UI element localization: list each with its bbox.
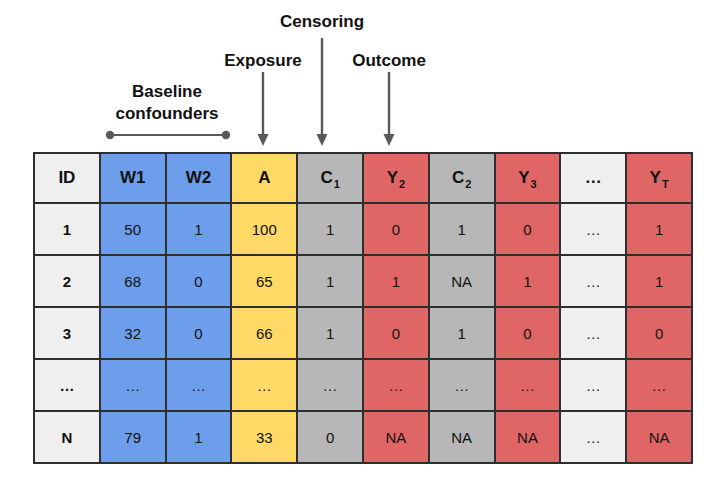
table-cell-A: … (231, 359, 297, 411)
table-cell-Y3: 0 (495, 203, 561, 255)
table-cell-C2: NA (429, 255, 495, 307)
diagram-canvas: Censoring Exposure Outcome Baseline conf… (0, 0, 724, 485)
table-cell-A: 65 (231, 255, 297, 307)
table-cell-dots: … (560, 255, 626, 307)
censoring-label: Censoring (242, 11, 402, 33)
column-header-label: Y (518, 168, 529, 187)
table-cell-ID: … (34, 359, 100, 411)
column-header-subscript: 3 (531, 178, 537, 190)
column-header-subscript: 2 (465, 178, 471, 190)
table-cell-Y2: 0 (363, 307, 429, 359)
table-header-row: IDW1W2AC1Y2C2Y3…YT (34, 153, 692, 203)
column-header-W1: W1 (100, 153, 166, 203)
outcome-down-arrow-icon (383, 72, 395, 146)
table-cell-W1: 32 (100, 307, 166, 359)
table-row: 3320661010…0 (34, 307, 692, 359)
table-cell-C2: NA (429, 411, 495, 463)
table-cell-YT: 1 (626, 255, 692, 307)
column-header-C2: C2 (429, 153, 495, 203)
column-header-subscript: T (662, 178, 669, 190)
column-header-label: ID (58, 168, 75, 187)
table-cell-dots: … (560, 359, 626, 411)
column-header-C1: C1 (297, 153, 363, 203)
table-cell-C1: 1 (297, 203, 363, 255)
table-cell-C2: 1 (429, 203, 495, 255)
table-cell-Y2: … (363, 359, 429, 411)
column-header-Y3: Y3 (495, 153, 561, 203)
table-cell-C1: 1 (297, 307, 363, 359)
column-header-label: Y (650, 168, 661, 187)
table-cell-dots: … (560, 307, 626, 359)
column-header-label: … (585, 168, 602, 187)
table-cell-C1: … (297, 359, 363, 411)
table-cell-W2: 1 (166, 411, 232, 463)
column-header-YT: YT (626, 153, 692, 203)
column-header-Y2: Y2 (363, 153, 429, 203)
censoring-down-arrow-icon (316, 38, 328, 146)
table-cell-A: 100 (231, 203, 297, 255)
table-cell-Y3: 1 (495, 255, 561, 307)
table-cell-W2: 1 (166, 203, 232, 255)
table-cell-A: 33 (231, 411, 297, 463)
table-row: 15011001010…1 (34, 203, 692, 255)
baseline-confounders-label: Baseline confounders (87, 81, 247, 125)
exposure-down-arrow-icon (257, 72, 269, 146)
table-cell-dots: … (560, 203, 626, 255)
column-header-label: A (258, 168, 270, 187)
table-cell-W1: 50 (100, 203, 166, 255)
column-header-dots: … (560, 153, 626, 203)
baseline-confounders-span-line-icon (104, 129, 232, 141)
table-cell-YT: 1 (626, 203, 692, 255)
table-cell-ID: 2 (34, 255, 100, 307)
column-header-W2: W2 (166, 153, 232, 203)
table-cell-Y3: NA (495, 411, 561, 463)
panel-data-table: IDW1W2AC1Y2C2Y3…YT 15011001010…126806511… (33, 152, 693, 464)
table-cell-C1: 0 (297, 411, 363, 463)
table-cell-C2: … (429, 359, 495, 411)
table-cell-W1: 68 (100, 255, 166, 307)
column-header-label: C (320, 168, 332, 187)
table-cell-YT: … (626, 359, 692, 411)
table-row: 26806511NA1…1 (34, 255, 692, 307)
table-header: IDW1W2AC1Y2C2Y3…YT (34, 153, 692, 203)
table-cell-ID: 3 (34, 307, 100, 359)
table-cell-W1: … (100, 359, 166, 411)
table-cell-Y2: NA (363, 411, 429, 463)
table-cell-A: 66 (231, 307, 297, 359)
table-cell-Y2: 0 (363, 203, 429, 255)
table-cell-YT: NA (626, 411, 692, 463)
table-cell-Y3: … (495, 359, 561, 411)
column-header-label: W1 (120, 168, 146, 187)
table-cell-W2: 0 (166, 255, 232, 307)
table-cell-Y3: 0 (495, 307, 561, 359)
column-header-subscript: 1 (334, 178, 340, 190)
table-cell-W1: 79 (100, 411, 166, 463)
table-cell-dots: … (560, 411, 626, 463)
outcome-label: Outcome (309, 50, 469, 72)
table-cell-YT: 0 (626, 307, 692, 359)
table-body: 15011001010…126806511NA1…13320661010…0……… (34, 203, 692, 463)
table-row: N791330NANANA…NA (34, 411, 692, 463)
table-cell-ID: N (34, 411, 100, 463)
column-header-label: C (452, 168, 464, 187)
table-cell-W2: 0 (166, 307, 232, 359)
table-cell-ID: 1 (34, 203, 100, 255)
table-cell-W2: … (166, 359, 232, 411)
table-cell-C1: 1 (297, 255, 363, 307)
column-header-ID: ID (34, 153, 100, 203)
column-header-subscript: 2 (399, 178, 405, 190)
table-cell-C2: 1 (429, 307, 495, 359)
column-header-label: W2 (186, 168, 212, 187)
table-row: ………………………… (34, 359, 692, 411)
column-header-label: Y (387, 168, 398, 187)
column-header-A: A (231, 153, 297, 203)
table-cell-Y2: 1 (363, 255, 429, 307)
